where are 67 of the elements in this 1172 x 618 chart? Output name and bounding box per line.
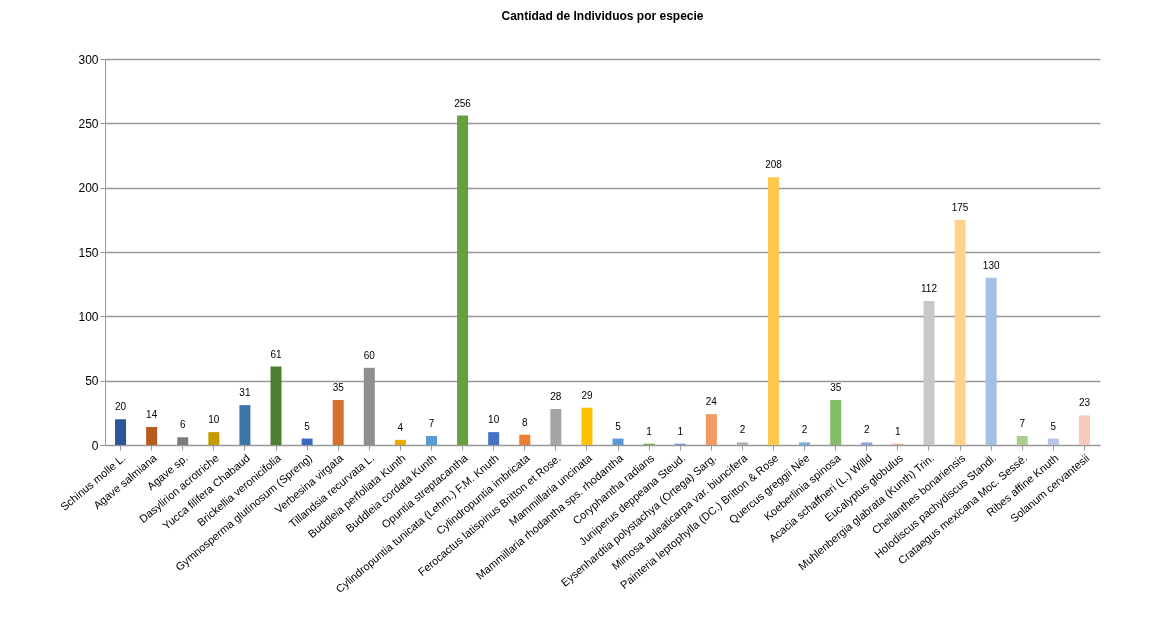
data-label: 1	[895, 425, 902, 437]
data-label: 175	[951, 201, 969, 213]
bar	[519, 434, 531, 445]
data-label: 112	[921, 282, 938, 294]
bar	[332, 399, 344, 445]
bar	[768, 177, 780, 445]
chart-title: Cantidad de Individuos por especie	[501, 9, 704, 23]
bar	[1078, 415, 1090, 445]
data-label: 6	[179, 419, 186, 431]
bar	[146, 426, 158, 445]
bar	[425, 435, 437, 445]
data-label: 5	[615, 420, 622, 432]
bar	[270, 366, 282, 445]
y-tick-label: 300	[78, 52, 99, 67]
bar	[488, 432, 500, 445]
data-label: 7	[1019, 417, 1026, 429]
y-tick-label: 250	[78, 116, 99, 131]
data-label: 7	[428, 417, 435, 429]
bar	[239, 405, 251, 445]
data-label: 208	[765, 159, 783, 171]
bar	[736, 442, 748, 445]
bar	[705, 414, 717, 445]
y-tick-label: 150	[78, 245, 99, 260]
data-label: 14	[146, 408, 158, 420]
data-label: 8	[521, 416, 528, 428]
data-label: 2	[739, 424, 746, 436]
data-label: 256	[454, 97, 472, 109]
bar	[457, 115, 469, 445]
data-label: 130	[982, 259, 1000, 271]
data-label: 5	[1050, 420, 1057, 432]
data-label: 20	[114, 401, 127, 413]
bar	[208, 432, 220, 445]
data-label: 60	[363, 349, 376, 361]
bar	[830, 399, 842, 445]
y-tick-label: 50	[85, 374, 99, 389]
bar	[954, 219, 966, 445]
y-tick-label: 0	[91, 438, 99, 453]
data-label: 2	[801, 424, 808, 436]
data-label: 35	[332, 381, 345, 393]
data-label: 61	[270, 348, 283, 360]
data-label: 10	[208, 414, 220, 426]
y-tick-label: 200	[78, 181, 99, 196]
bar	[115, 419, 127, 445]
bar	[177, 437, 189, 445]
bar	[799, 442, 811, 445]
bar	[985, 277, 997, 445]
data-label: 4	[397, 421, 404, 433]
data-label: 35	[830, 381, 842, 393]
data-label: 23	[1078, 397, 1091, 409]
data-label: 28	[550, 390, 562, 402]
bar	[1016, 435, 1028, 445]
data-label: 2	[864, 424, 871, 436]
bar	[581, 407, 593, 445]
bar	[301, 438, 313, 445]
data-label: 1	[677, 425, 684, 437]
data-label: 10	[488, 414, 500, 426]
data-label: 5	[304, 420, 311, 432]
bar	[394, 439, 406, 445]
y-tick-label: 100	[78, 309, 99, 324]
data-label: 29	[581, 389, 593, 401]
bar	[923, 300, 935, 445]
bar	[1047, 438, 1059, 445]
data-label: 24	[705, 396, 718, 408]
bar	[861, 442, 873, 445]
bar	[612, 438, 624, 445]
data-label: 31	[239, 387, 251, 399]
data-label: 1	[646, 425, 653, 437]
